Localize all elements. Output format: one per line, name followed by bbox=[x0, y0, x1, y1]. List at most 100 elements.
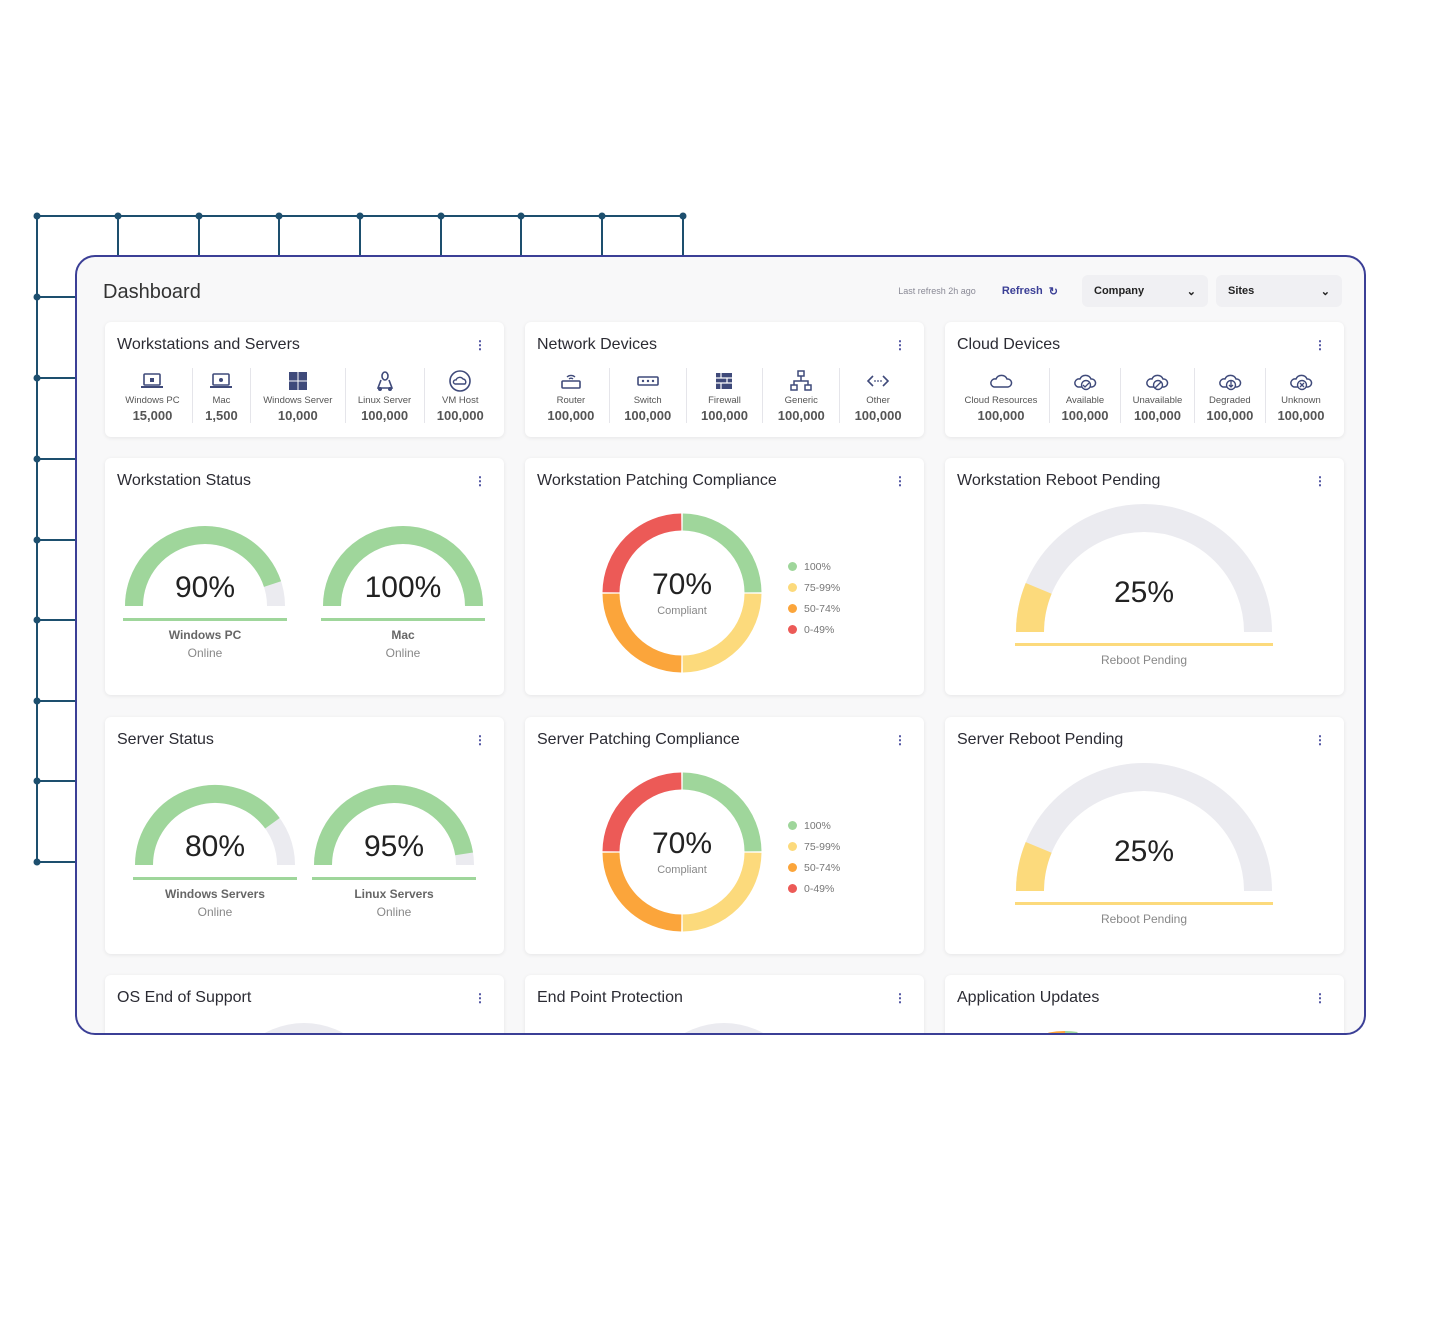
more-options-icon[interactable]: ⋮ bbox=[474, 338, 486, 352]
chevron-down-icon: ⌄ bbox=[1320, 285, 1330, 298]
legend-dot bbox=[788, 842, 797, 851]
windows-icon bbox=[288, 372, 307, 390]
card-title: Network Devices bbox=[537, 336, 658, 353]
more-options-icon[interactable]: ⋮ bbox=[474, 474, 486, 488]
count-tile[interactable]: Cloud Resources 100,000 bbox=[953, 368, 1050, 423]
gauge-label: Linux Servers bbox=[354, 887, 434, 901]
count-tiles: Cloud Resources 100,000 Available 100,000 Un… bbox=[953, 368, 1336, 423]
cloud-download-icon bbox=[1219, 374, 1242, 391]
legend: 100% 75-99% 50-74% 0-49% bbox=[788, 815, 840, 899]
tile-label: Router bbox=[556, 395, 586, 406]
compliance-card: Server Patching Compliance ⋮ 70% Compliant 1… bbox=[525, 717, 924, 954]
legend-dot bbox=[788, 863, 797, 872]
donut-segment bbox=[602, 593, 682, 673]
count-tiles: Windows PC 15,000 Mac 1,500 Windows Server 10… bbox=[113, 368, 496, 423]
gauge-value: 100% bbox=[364, 571, 442, 604]
tile-label: Linux Server bbox=[357, 395, 412, 406]
count-tile[interactable]: Firewall 100,000 bbox=[687, 368, 764, 423]
count-tile[interactable]: Windows PC 15,000 bbox=[113, 368, 193, 423]
gauge-label: Mac bbox=[391, 628, 415, 642]
gauge-value: 25% bbox=[1113, 576, 1175, 609]
count-tile[interactable]: Other 100,000 bbox=[840, 368, 916, 423]
legend-label: 0-49% bbox=[804, 623, 835, 636]
count-tile[interactable]: VM Host 100,000 bbox=[425, 368, 497, 423]
gauge-baseline bbox=[133, 877, 297, 880]
count-tile[interactable]: Windows Server 10,000 bbox=[251, 368, 346, 423]
summary-card: OS End of Support ⋮ bbox=[105, 975, 504, 1033]
gauge-label: Windows Servers bbox=[165, 887, 265, 901]
router-icon bbox=[561, 374, 581, 389]
count-tile[interactable]: Generic 100,000 bbox=[763, 368, 841, 423]
chart-preview bbox=[264, 1023, 344, 1033]
company-select[interactable]: Company ⌄ bbox=[1082, 275, 1208, 307]
more-options-icon[interactable]: ⋮ bbox=[1314, 991, 1326, 1005]
card-title: Workstation Status bbox=[117, 472, 251, 489]
tile-label: Cloud Resources bbox=[964, 395, 1038, 406]
legend-label: 100% bbox=[804, 560, 831, 573]
gauge-baseline bbox=[123, 618, 287, 621]
donut-segment bbox=[602, 772, 682, 852]
count-tile[interactable]: Linux Server 100,000 bbox=[346, 368, 425, 423]
reboot-card: Workstation Reboot Pending ⋮ 25% Reboot Pen… bbox=[945, 458, 1344, 695]
gauge-value: 80% bbox=[184, 830, 246, 863]
legend-label: 0-49% bbox=[804, 882, 835, 895]
refresh-label: Refresh bbox=[1001, 285, 1043, 297]
status-card: Server Status ⋮ 80% Windows Servers Online 95… bbox=[105, 717, 504, 954]
refresh-button[interactable]: Refresh ↻ bbox=[1002, 285, 1058, 298]
count-tile[interactable]: Available 100,000 bbox=[1050, 368, 1122, 423]
gauge-value: 25% bbox=[1113, 835, 1175, 868]
more-options-icon[interactable]: ⋮ bbox=[894, 474, 906, 488]
gauge-value: 95% bbox=[363, 830, 425, 863]
sites-select[interactable]: Sites ⌄ bbox=[1216, 275, 1342, 307]
count-tile[interactable]: Router 100,000 bbox=[533, 368, 610, 423]
legend-dot bbox=[788, 821, 797, 830]
tile-value: 100,000 bbox=[1206, 408, 1254, 423]
more-options-icon[interactable]: ⋮ bbox=[474, 733, 486, 747]
gauge-track bbox=[1016, 763, 1272, 892]
count-card: Network Devices ⋮ Router 100,000 Switch 100,0… bbox=[525, 322, 924, 437]
tile-label: Unknown bbox=[1281, 395, 1321, 406]
laptop-windows-icon bbox=[141, 373, 164, 388]
more-options-icon[interactable]: ⋮ bbox=[1314, 338, 1326, 352]
card-title: Workstations and Servers bbox=[117, 336, 300, 353]
tile-value: 100,000 bbox=[1061, 408, 1109, 423]
count-tile[interactable]: Switch 100,000 bbox=[610, 368, 687, 423]
tile-value: 100,000 bbox=[854, 408, 902, 423]
tile-value: 100,000 bbox=[1277, 408, 1325, 423]
gauge-value: 90% bbox=[174, 571, 236, 604]
tile-label: Degraded bbox=[1208, 395, 1251, 406]
code-icon bbox=[866, 375, 890, 387]
cloud-icon bbox=[990, 374, 1013, 388]
donut-segment bbox=[602, 852, 682, 932]
card-title: Workstation Reboot Pending bbox=[957, 472, 1161, 489]
legend-item: 75-99% bbox=[788, 577, 840, 598]
donut-segment bbox=[682, 772, 762, 852]
count-tile[interactable]: Degraded 100,000 bbox=[1195, 368, 1266, 423]
count-card: Cloud Devices ⋮ Cloud Resources 100,000 Avai… bbox=[945, 322, 1344, 437]
company-value: Company bbox=[1094, 285, 1145, 297]
compliance-card: Workstation Patching Compliance ⋮ 70% Compl… bbox=[525, 458, 924, 695]
more-options-icon[interactable]: ⋮ bbox=[1314, 733, 1326, 747]
more-options-icon[interactable]: ⋮ bbox=[894, 338, 906, 352]
legend-dot bbox=[788, 884, 797, 893]
count-tile[interactable]: Mac 1,500 bbox=[193, 368, 251, 423]
count-card: Workstations and Servers ⋮ Windows PC 15,00… bbox=[105, 322, 504, 437]
tile-label: Firewall bbox=[708, 395, 741, 406]
card-title: End Point Protection bbox=[537, 989, 683, 1006]
count-tile[interactable]: Unknown 100,000 bbox=[1266, 368, 1336, 423]
summary-card: End Point Protection ⋮ bbox=[525, 975, 924, 1033]
hierarchy-icon bbox=[790, 370, 813, 391]
legend-label: 50-74% bbox=[804, 602, 841, 615]
legend-dot bbox=[788, 583, 797, 592]
donut-value: 70% bbox=[651, 568, 713, 601]
gauge-baseline bbox=[321, 618, 485, 621]
more-options-icon[interactable]: ⋮ bbox=[1314, 474, 1326, 488]
more-options-icon[interactable]: ⋮ bbox=[474, 991, 486, 1005]
legend-dot bbox=[788, 604, 797, 613]
reboot-card: Server Reboot Pending ⋮ 25% Reboot Pending bbox=[945, 717, 1344, 954]
page-title: Dashboard bbox=[103, 281, 201, 303]
tile-label: Other bbox=[866, 395, 890, 406]
more-options-icon[interactable]: ⋮ bbox=[894, 733, 906, 747]
count-tile[interactable]: Unavailable 100,000 bbox=[1121, 368, 1195, 423]
more-options-icon[interactable]: ⋮ bbox=[894, 991, 906, 1005]
